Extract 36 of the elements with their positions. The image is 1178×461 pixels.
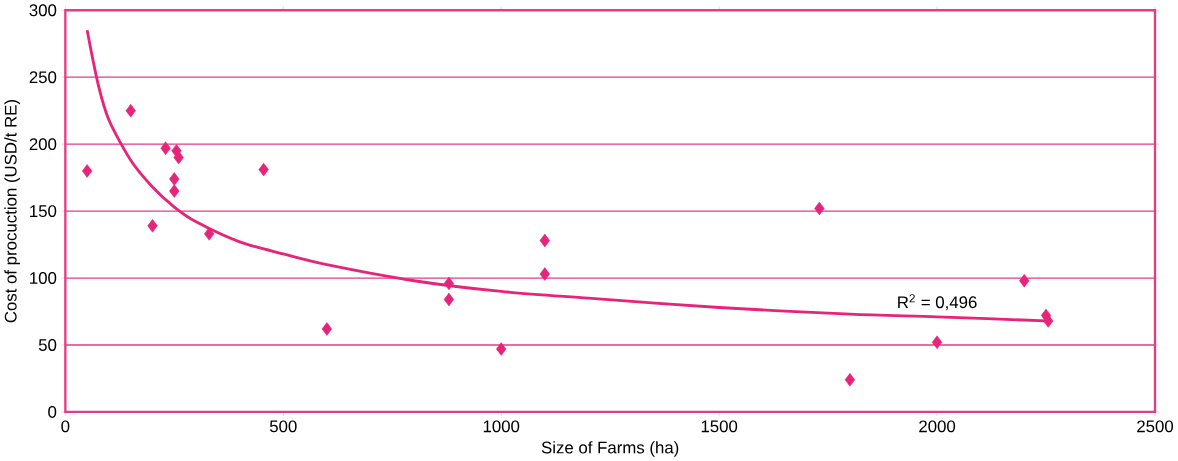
- point: [321, 322, 332, 336]
- x-tick-label: 1500: [701, 420, 738, 433]
- point: [844, 373, 856, 387]
- point: [160, 141, 171, 155]
- y-tick-label: 200: [29, 138, 57, 151]
- x-tick-label: 2000: [919, 420, 956, 433]
- point: [125, 103, 136, 118]
- point: [539, 267, 550, 281]
- point: [1043, 314, 1054, 328]
- point: [1019, 273, 1030, 288]
- x-tick-label: 500: [269, 420, 297, 433]
- point: [204, 227, 215, 241]
- point: [443, 276, 455, 291]
- annotation: R$^{2}$ = 0,496: [898, 294, 977, 311]
- y-tick-label: 250: [29, 71, 57, 84]
- point: [258, 162, 269, 177]
- x-tick-label: 0: [61, 420, 70, 433]
- x-axis-title: Size of Farms (ha): [541, 441, 679, 457]
- y-tick-label: 0: [48, 405, 57, 418]
- point: [496, 342, 507, 356]
- y-tick-label: 100: [30, 272, 57, 284]
- x-tick-label: 2500: [1137, 420, 1174, 433]
- y-tick-label: 150: [30, 205, 57, 217]
- point: [931, 335, 943, 349]
- point: [173, 150, 184, 165]
- y-tick-label: 300: [29, 4, 57, 17]
- point: [169, 172, 180, 186]
- point: [147, 219, 158, 233]
- point: [443, 292, 455, 307]
- point: [82, 164, 93, 178]
- point: [539, 233, 550, 248]
- point: [169, 184, 180, 198]
- y-tick-label: 50: [38, 338, 57, 351]
- point: [814, 201, 825, 216]
- y-axis-title: Cost of procuction (USD/t RE): [4, 100, 20, 323]
- x-tick-label: 1000: [483, 420, 520, 433]
